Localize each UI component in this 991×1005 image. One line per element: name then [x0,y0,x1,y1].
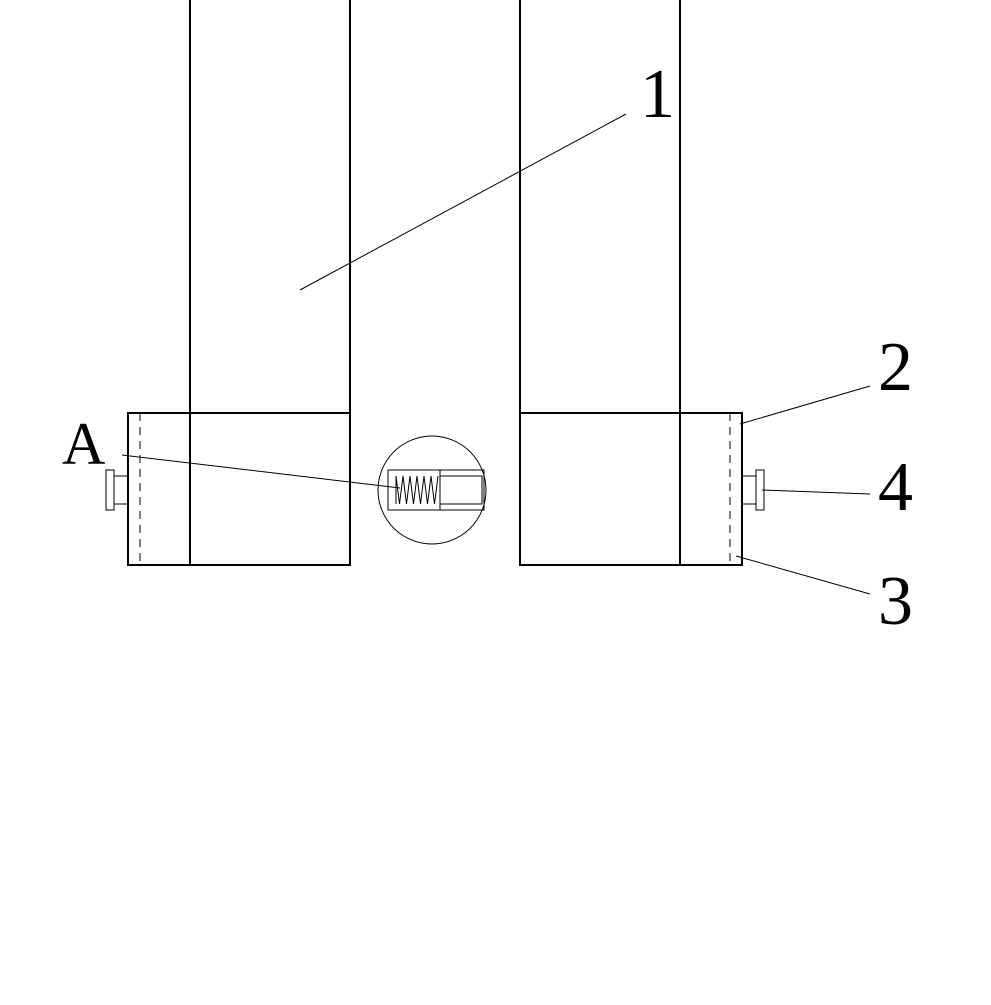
label-2: 2 [878,328,913,408]
label-4: 4 [878,448,913,528]
label-3: 3 [878,562,913,642]
label-1: 1 [640,55,675,135]
diagram-svg [0,0,991,1000]
technical-diagram [0,0,991,1000]
label-A: A [62,410,105,479]
